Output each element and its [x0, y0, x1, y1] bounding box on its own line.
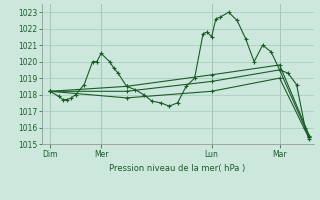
X-axis label: Pression niveau de la mer( hPa ): Pression niveau de la mer( hPa ) — [109, 164, 246, 173]
